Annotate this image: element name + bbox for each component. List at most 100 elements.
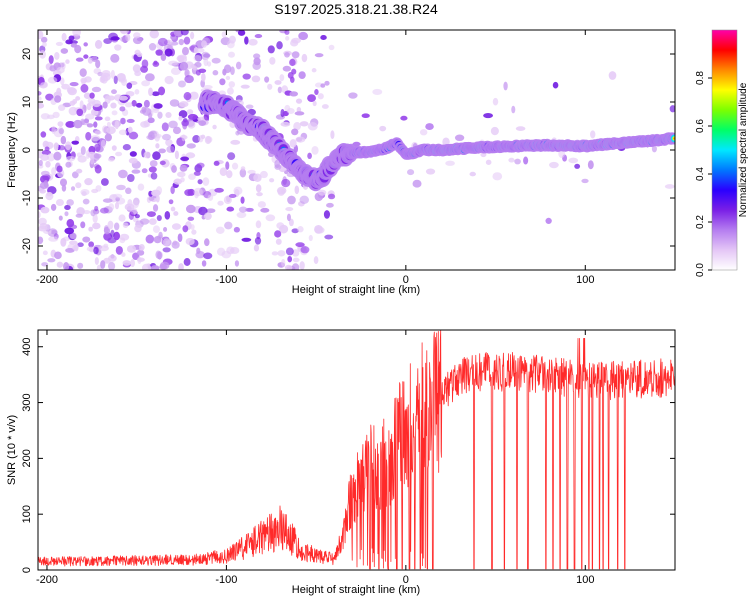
heatmap-speckle bbox=[321, 104, 329, 109]
heatmap-speckle bbox=[49, 65, 57, 72]
spectrogram-x-tick-label: -100 bbox=[215, 274, 237, 286]
heatmap-speckle bbox=[110, 69, 115, 79]
heatmap-speckle bbox=[107, 220, 114, 230]
heatmap-speckle bbox=[89, 92, 95, 99]
heatmap-speckle bbox=[119, 30, 129, 35]
heatmap-speckle bbox=[113, 231, 121, 241]
heatmap-speckle bbox=[61, 32, 67, 42]
heatmap-speckle bbox=[153, 103, 163, 109]
heatmap-speckle bbox=[296, 106, 302, 113]
heatmap-speckle bbox=[164, 75, 174, 85]
spectrogram-y-tick-label: 20 bbox=[21, 48, 33, 60]
heatmap-speckle bbox=[137, 183, 145, 191]
heatmap-speckle bbox=[178, 80, 186, 88]
heatmap-speckle bbox=[245, 104, 254, 109]
heatmap-speckle bbox=[56, 87, 62, 95]
heatmap-speckle bbox=[132, 36, 143, 45]
heatmap-speckle bbox=[71, 140, 80, 145]
heatmap-speckle bbox=[361, 113, 370, 118]
heatmap-speckle bbox=[255, 220, 262, 229]
heatmap-speckle bbox=[282, 65, 292, 72]
heatmap-speckle bbox=[92, 213, 98, 223]
heatmap-speckle bbox=[134, 214, 140, 219]
heatmap-speckle bbox=[84, 178, 93, 186]
heatmap-speckle bbox=[152, 108, 160, 114]
heatmap-speckle bbox=[134, 89, 140, 95]
heatmap-speckle bbox=[237, 30, 246, 36]
heatmap-speckle bbox=[213, 160, 220, 166]
heatmap-speckle bbox=[158, 148, 166, 154]
heatmap-speckle bbox=[107, 95, 115, 101]
heatmap-speckle bbox=[549, 161, 559, 169]
heatmap-speckle bbox=[134, 224, 142, 233]
heatmap-speckle bbox=[58, 62, 65, 68]
heatmap-speckle bbox=[75, 57, 84, 62]
heatmap-speckle bbox=[77, 155, 87, 163]
heatmap-speckle bbox=[128, 157, 138, 164]
heatmap-speckle bbox=[94, 257, 99, 265]
heatmap-speckle bbox=[227, 87, 234, 95]
heatmap-speckle bbox=[177, 233, 183, 242]
heatmap-speckle bbox=[186, 109, 194, 115]
heatmap-speckle bbox=[267, 45, 275, 54]
heatmap-speckle bbox=[253, 244, 260, 252]
heatmap-speckle bbox=[80, 119, 89, 126]
spectrogram-y-tick-label: 10 bbox=[21, 96, 33, 108]
heatmap-speckle bbox=[407, 169, 415, 176]
heatmap-speckle bbox=[164, 211, 171, 220]
heatmap-speckle bbox=[239, 168, 247, 178]
heatmap-speckle bbox=[126, 118, 135, 123]
heatmap-speckle bbox=[165, 139, 173, 147]
heatmap-speckle bbox=[157, 37, 168, 47]
heatmap-speckle bbox=[68, 106, 78, 116]
heatmap-speckle bbox=[187, 120, 196, 129]
heatmap-speckle bbox=[65, 59, 70, 64]
heatmap-speckle bbox=[289, 58, 296, 67]
heatmap-speckle bbox=[166, 145, 175, 154]
heatmap-speckle bbox=[135, 102, 143, 108]
heatmap-speckle bbox=[73, 119, 83, 129]
heatmap-speckle bbox=[317, 93, 324, 100]
heatmap-speckle bbox=[228, 193, 237, 199]
heatmap-speckle bbox=[70, 186, 76, 191]
heatmap-speckle bbox=[203, 85, 213, 90]
heatmap-speckle bbox=[122, 260, 131, 266]
heatmap-speckle bbox=[85, 131, 92, 141]
heatmap-speckle bbox=[314, 224, 323, 234]
heatmap-speckle bbox=[318, 189, 327, 196]
heatmap-speckle bbox=[291, 51, 300, 59]
heatmap-speckle bbox=[511, 105, 516, 114]
heatmap-speckle bbox=[128, 131, 139, 140]
heatmap-speckle bbox=[100, 139, 106, 149]
heatmap-speckle bbox=[94, 143, 101, 152]
heatmap-speckle bbox=[110, 102, 117, 109]
heatmap-speckle bbox=[174, 150, 179, 160]
heatmap-speckle bbox=[425, 123, 434, 131]
heatmap-speckle bbox=[102, 125, 108, 134]
heatmap-speckle bbox=[185, 152, 196, 159]
heatmap-speckle bbox=[192, 65, 198, 71]
heatmap-speckle bbox=[269, 56, 276, 65]
heatmap-speckle bbox=[295, 98, 303, 104]
heatmap-speckle bbox=[295, 242, 305, 248]
spectrogram-y-ticks: -20 -10 0 10 20 bbox=[21, 48, 675, 254]
heatmap-speckle bbox=[40, 170, 50, 176]
heatmap-speckle bbox=[56, 261, 64, 268]
heatmap-speckle bbox=[99, 207, 109, 214]
heatmap-speckle bbox=[240, 84, 250, 89]
heatmap-speckle bbox=[159, 160, 166, 166]
heatmap-speckle bbox=[50, 203, 57, 211]
heatmap-speckle bbox=[330, 130, 335, 139]
heatmap-speckle bbox=[289, 139, 297, 148]
heatmap-speckle bbox=[64, 204, 71, 211]
heatmap-speckle bbox=[178, 38, 184, 46]
heatmap-speckle bbox=[152, 151, 161, 161]
heatmap-speckle bbox=[492, 172, 503, 181]
heatmap-speckle bbox=[95, 59, 101, 69]
heatmap-speckle bbox=[88, 226, 93, 232]
heatmap-speckle bbox=[190, 31, 195, 40]
heatmap-speckle bbox=[158, 86, 166, 96]
heatmap-speckle bbox=[94, 130, 102, 135]
heatmap-speckle bbox=[53, 142, 59, 151]
snr-y-label: SNR (10 * v/v) bbox=[6, 415, 18, 485]
